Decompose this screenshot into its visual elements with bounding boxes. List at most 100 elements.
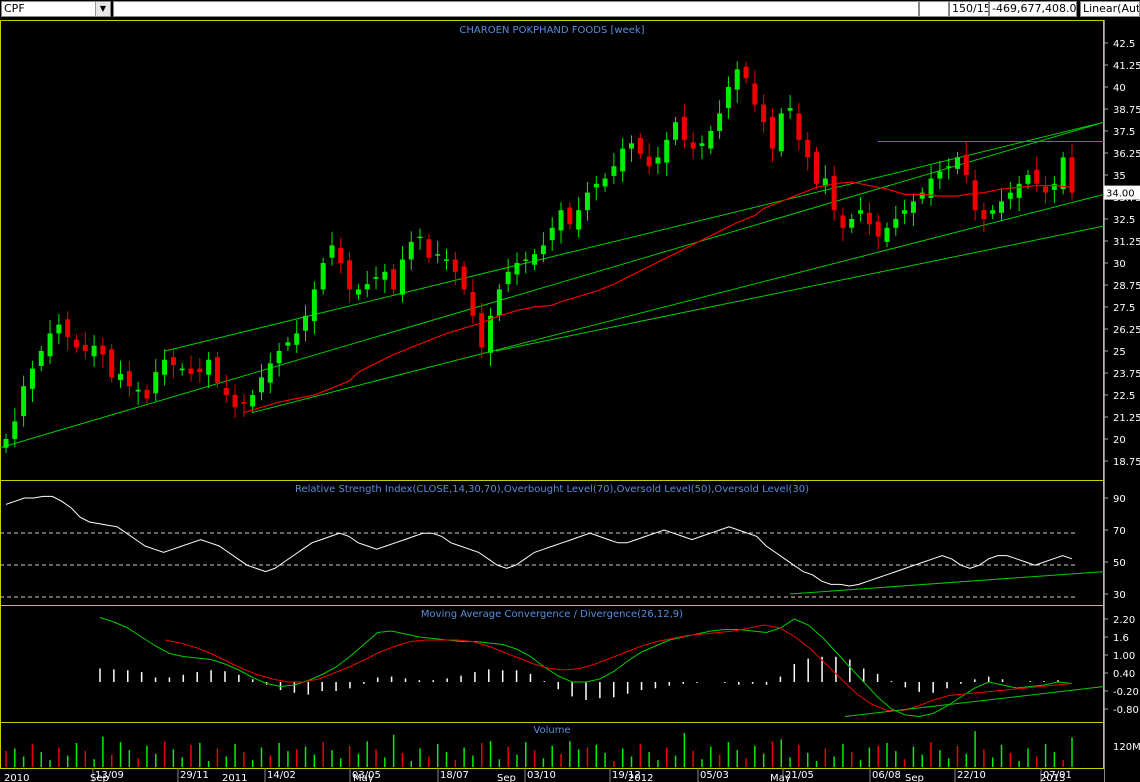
price-candle-bull — [717, 113, 723, 131]
price-candle-bull — [954, 157, 960, 169]
price-candle-bull — [602, 178, 608, 187]
price-candle-bull — [928, 178, 934, 198]
price-candle-bear — [426, 239, 432, 258]
price-candle-bull — [523, 259, 529, 261]
price-candle-bull — [417, 236, 423, 239]
price-candle-bear — [109, 349, 115, 378]
price-ytick-label: 41.25 — [1113, 61, 1140, 72]
x-axis-label-date: 03/05 — [352, 770, 381, 781]
price-candle-bear — [188, 368, 194, 374]
price-candle-bull — [399, 259, 405, 295]
x-axis-label-date: 19/12 — [612, 770, 641, 781]
x-axis-label-date: 18/07 — [440, 770, 469, 781]
price-ytick-label: 23.75 — [1113, 369, 1140, 380]
price-candle-bear — [567, 207, 573, 225]
price-candle-bull — [3, 439, 9, 448]
price-candle-bear — [752, 83, 758, 105]
price-candle-bear — [452, 259, 458, 272]
price-candle-bull — [162, 359, 168, 375]
price-candle-bull — [206, 359, 212, 375]
price-candle-bull — [250, 395, 256, 407]
price-ytick-label: 37.5 — [1113, 127, 1135, 138]
price-candle-bull — [576, 210, 582, 230]
price-candle-bear — [761, 104, 767, 123]
price-candle-bull — [620, 148, 626, 172]
price-candle-bear — [73, 339, 79, 348]
price-candle-bull — [708, 131, 714, 149]
price-candle-bull — [629, 143, 635, 149]
price-candle-bear — [126, 371, 132, 387]
volume-ytick-label: 120M — [1113, 742, 1140, 753]
price-ytick-label: 36.25 — [1113, 149, 1140, 160]
macd-panel-border — [0, 605, 1104, 723]
x-axis-label-period: Sep — [905, 773, 924, 782]
price-candle-bull — [849, 219, 855, 228]
macd-ytick-label: -0.20 — [1113, 687, 1139, 698]
price-candle-bull — [118, 373, 124, 381]
trend-channel-upper — [0, 121, 1105, 449]
macd-ytick-label: 0.40 — [1113, 669, 1135, 680]
price-ytick-label: 27.5 — [1113, 303, 1135, 314]
price-candle-bear — [814, 152, 820, 184]
symbol-selector[interactable]: CPF ▼ — [1, 1, 111, 17]
toolbar-blank-field — [113, 1, 919, 17]
price-candle-bear — [875, 221, 881, 237]
price-candle-bull — [946, 166, 952, 168]
price-candle-bull — [919, 192, 925, 199]
rsi-panel-border — [0, 480, 1104, 606]
scale-mode-button[interactable]: Linear(Aut — [1080, 1, 1140, 17]
price-candle-bear — [796, 113, 802, 140]
last-price-tag — [1104, 185, 1140, 200]
rsi-ytick-label: 50 — [1113, 558, 1126, 569]
macd-signal-line — [164, 624, 1073, 711]
macd-ytick-label: 1.6 — [1113, 633, 1129, 644]
trend-channel-lower — [495, 225, 1105, 352]
price-candle-bull — [699, 143, 705, 146]
price-ytick-label: 28.75 — [1113, 281, 1140, 292]
price-candle-bear — [338, 248, 344, 263]
macd-trend-line — [844, 686, 1105, 717]
price-candle-bull — [505, 271, 511, 285]
price-chart-title: CHAROEN POKPHAND FOODS [week] — [459, 25, 644, 36]
price-candle-bull — [382, 271, 388, 280]
x-axis-label-date: 03/10 — [527, 770, 556, 781]
price-candle-bear — [981, 210, 987, 219]
price-candle-bull — [734, 69, 740, 90]
price-candle-bull — [135, 389, 141, 392]
price-candle-bull — [673, 122, 679, 140]
price-candle-bear — [637, 138, 643, 154]
price-candle-bull — [822, 178, 828, 187]
rsi-trend-line — [789, 571, 1105, 595]
x-axis-label-period: 2011 — [222, 773, 247, 782]
price-candle-bear — [866, 212, 872, 225]
price-candle-bear — [100, 345, 106, 355]
trend-channel-upper-2 — [164, 121, 1105, 352]
x-axis-label-date: 07/01 — [1043, 770, 1072, 781]
price-ytick-label: 40 — [1113, 83, 1126, 94]
price-ytick-label: 32.5 — [1113, 215, 1135, 226]
chevron-down-icon[interactable]: ▼ — [95, 2, 110, 16]
price-candle-bear — [232, 395, 238, 408]
price-candle-bull — [373, 277, 379, 279]
price-candle-bear — [241, 402, 247, 404]
price-ytick-label: 21.25 — [1113, 413, 1140, 424]
price-ytick-label: 22.5 — [1113, 391, 1135, 402]
price-candle-bull — [179, 368, 185, 371]
x-axis-label-date: 05/03 — [700, 770, 729, 781]
price-candle-bear — [972, 180, 978, 211]
price-candle-bull — [787, 108, 793, 111]
x-axis-label-period: 2013 — [1040, 773, 1065, 782]
rsi-ytick-label: 30 — [1113, 590, 1126, 601]
price-candle-bull — [320, 263, 326, 290]
price-ytick-label: 42.5 — [1113, 39, 1135, 50]
macd-ytick-label: 1.00 — [1113, 651, 1135, 662]
price-candle-bull — [355, 289, 361, 295]
x-axis-label-date: 22/10 — [957, 770, 986, 781]
price-candle-bull — [435, 254, 441, 256]
price-candle-bull — [532, 254, 538, 265]
price-candle-bull — [329, 245, 335, 258]
x-axis-label-period: Sep — [497, 773, 516, 782]
price-candle-bull — [990, 210, 996, 214]
price-ytick-label: 38.75 — [1113, 105, 1140, 116]
